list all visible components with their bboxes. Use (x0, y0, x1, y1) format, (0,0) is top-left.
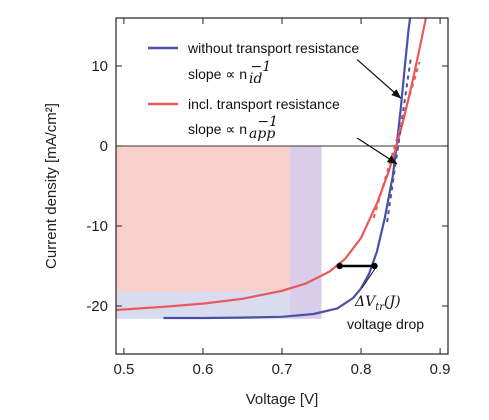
tangent-line-1 (372, 61, 421, 219)
tangent-line-0 (386, 57, 412, 223)
voltage-drop-label: ΔVtr(J) (354, 294, 401, 313)
shaded-regions (116, 146, 322, 319)
legend-slope-incl: slope ∝ n app−1 (188, 114, 278, 142)
voltage-drop-point-0 (336, 262, 343, 270)
shaded-region-2 (116, 291, 290, 319)
voltage-drop-point-1 (371, 262, 378, 270)
x-axis-label: Voltage [V] (246, 391, 319, 408)
y-tick-label: -20 (86, 298, 108, 315)
x-tick-label: 0.7 (272, 361, 293, 378)
x-tick-label: 0.5 (113, 361, 134, 378)
curves (116, 18, 427, 320)
voltage-drop-marker (336, 262, 378, 289)
x-tick-label: 0.8 (351, 361, 372, 378)
annotation-arrow-0 (356, 59, 402, 99)
legend-slope-without: slope ∝ n id−1 (188, 59, 271, 87)
y-tick-label: 10 (91, 58, 108, 75)
voltage-drop-caption: voltage drop (347, 316, 424, 332)
shaded-region-1 (289, 146, 322, 319)
y-tick-label: -10 (86, 218, 108, 235)
legend: without transport resistance slope ∝ n id… (148, 40, 359, 142)
x-tick-label: 0.9 (430, 361, 451, 378)
y-tick-label: 0 (100, 138, 108, 155)
voltage-drop-leader (361, 267, 376, 289)
annotation-arrow-1 (356, 137, 398, 165)
legend-label-without: without transport resistance (187, 40, 359, 56)
shaded-region-0 (116, 146, 290, 292)
series-line-0 (163, 18, 412, 320)
tangent-lines (372, 57, 421, 223)
y-axis-label: Current density [mA/cm²] (43, 103, 60, 269)
legend-label-incl: incl. transport resistance (188, 96, 340, 112)
annotation-arrows (356, 59, 402, 165)
axis-ticks: 0.5 0.6 0.7 0.8 0.9 10 0 -10 -20 (86, 18, 451, 378)
series-line-1 (116, 18, 427, 312)
x-tick-label: 0.6 (193, 361, 214, 378)
